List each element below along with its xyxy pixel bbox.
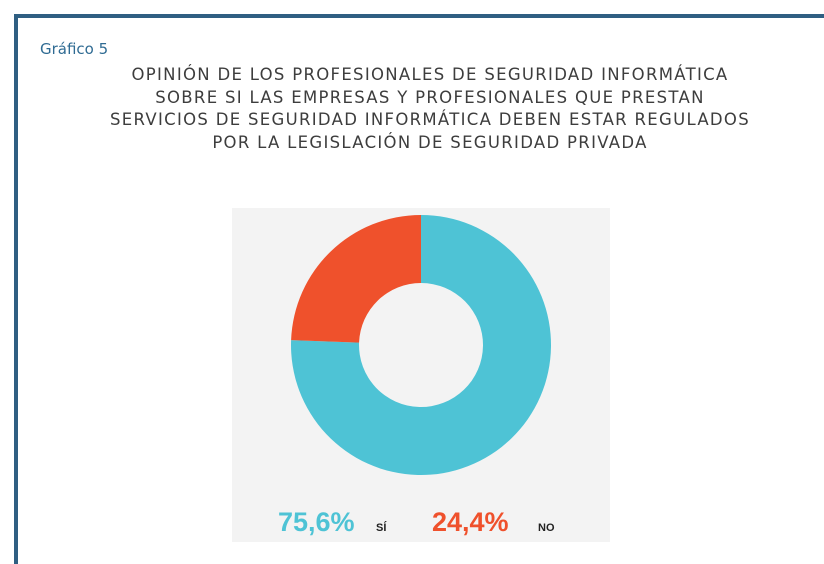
category-label: SÍ (376, 521, 387, 534)
chart-title: OPINIÓN DE LOS PROFESIONALES DE SEGURIDA… (110, 65, 750, 152)
chart-label: Gráfico 5 (40, 40, 109, 58)
value-label: 75,6% (278, 507, 355, 537)
value-label: 24,4% (432, 507, 509, 537)
category-label: NO (538, 522, 555, 534)
donut-segment (291, 215, 421, 343)
donut-segment (291, 215, 551, 476)
frame (14, 14, 824, 564)
